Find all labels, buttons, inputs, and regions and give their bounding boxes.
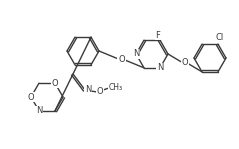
Text: CH₃: CH₃ [109, 83, 123, 93]
Text: O: O [118, 55, 125, 64]
Text: N: N [36, 106, 42, 115]
Text: N: N [133, 49, 139, 59]
Text: O: O [182, 58, 188, 67]
Text: O: O [52, 79, 58, 88]
Text: N: N [85, 86, 91, 94]
Text: F: F [156, 31, 160, 40]
Text: O: O [97, 87, 103, 97]
Text: O: O [28, 93, 34, 101]
Text: N: N [157, 63, 163, 72]
Text: Cl: Cl [216, 33, 224, 42]
